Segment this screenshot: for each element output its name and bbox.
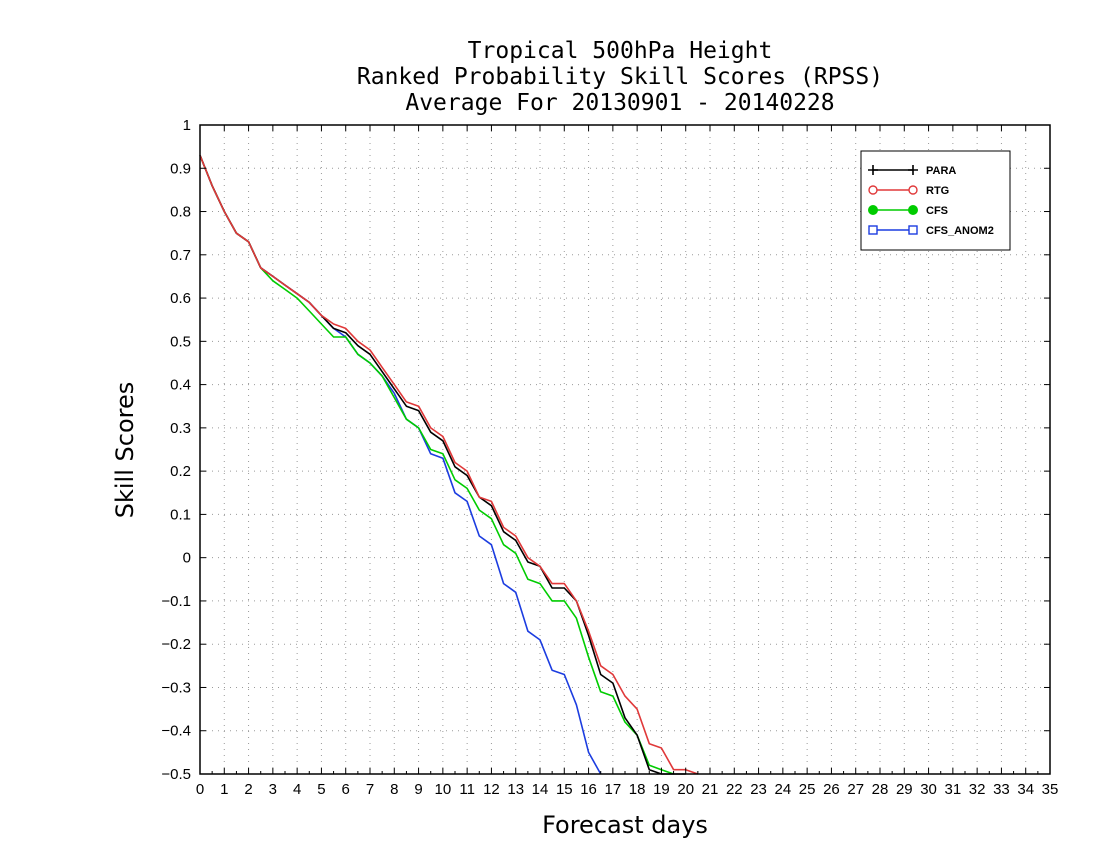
- x-axis-label: Forecast days: [542, 811, 708, 839]
- x-tick-label: 27: [847, 781, 864, 798]
- y-tick-label: 0.7: [170, 247, 191, 264]
- series-line-rtg: [199, 155, 699, 775]
- chart-title-line-2: Ranked Probability Skill Scores (RPSS): [357, 64, 883, 90]
- legend-marker-circle: [868, 185, 878, 195]
- legend-entry-rtg: RTG: [868, 185, 949, 197]
- x-tick-label: 30: [920, 781, 937, 798]
- y-tick-label: 0.1: [170, 506, 191, 523]
- x-tick-label: 25: [799, 781, 816, 798]
- legend-label-cfs-anom2: CFS_ANOM2: [926, 225, 994, 237]
- legend-items: PARA RTG CFS CFS_ANOM2: [868, 165, 994, 237]
- grid-lines: [200, 125, 1050, 774]
- legend-entry-cfs: CFS: [868, 205, 948, 217]
- legend: PARA RTG CFS CFS_ANOM2: [860, 150, 1011, 251]
- x-tick-label: 9: [414, 781, 422, 798]
- x-tick-label: 29: [896, 781, 913, 798]
- x-tick-label: 31: [945, 781, 962, 798]
- chart-title-line-1: Tropical 500hPa Height: [468, 38, 773, 64]
- x-tick-label: 18: [629, 781, 646, 798]
- y-tick-label: 0.2: [170, 463, 191, 480]
- x-tick-label: 10: [435, 781, 452, 798]
- x-tick-label: 7: [366, 781, 374, 798]
- series-line-para: [199, 155, 686, 775]
- x-tick-label: 24: [775, 781, 792, 798]
- x-tick-label: 19: [653, 781, 670, 798]
- x-tick-label: 11: [459, 781, 475, 798]
- x-tick-label: 14: [532, 781, 549, 798]
- legend-marker-filled-circle: [868, 205, 878, 215]
- legend-marker-plus: [868, 165, 878, 175]
- chart-title-line-3: Average For 20130901 - 20140228: [405, 90, 834, 116]
- x-tick-label: 1: [220, 781, 228, 798]
- x-tick-label: 4: [293, 781, 301, 798]
- y-axis-label: Skill Scores: [111, 382, 139, 519]
- y-tick-label: −0.3: [161, 679, 191, 696]
- legend-label-cfs: CFS: [926, 205, 948, 217]
- y-tick-label: −0.1: [161, 593, 191, 610]
- y-axis-ticks: −0.5 −0.4 −0.3 −0.2 −0.1 0 0.1 0.2 0.3 0.4 0.5 0.6 0…: [161, 117, 1050, 783]
- series-line-cfs: [199, 155, 674, 775]
- chart-title: Tropical 500hPa Height Ranked Probabilit…: [357, 38, 883, 116]
- x-tick-label: 8: [390, 781, 398, 798]
- x-tick-label: 6: [342, 781, 350, 798]
- x-tick-label: 16: [580, 781, 597, 798]
- legend-marker-circle: [908, 185, 918, 195]
- series-line-cfs-anom2: [199, 155, 602, 775]
- x-tick-label: 0: [196, 781, 204, 798]
- y-tick-label: −0.5: [161, 766, 191, 783]
- y-tick-label: 0.4: [170, 377, 191, 394]
- x-tick-label: 13: [507, 781, 524, 798]
- y-tick-label: 0.3: [170, 420, 191, 437]
- y-tick-label: 1: [183, 117, 191, 134]
- series-lines: [199, 155, 699, 775]
- y-tick-label: 0: [183, 550, 191, 567]
- x-axis-ticks: 0 1 2 3 4 5 6 7 8 9 10 11 12 13 14 15 16 17 18 19 20 21 22 23 24…: [196, 125, 1059, 798]
- legend-entry-para: PARA: [868, 165, 956, 177]
- x-tick-label: 33: [993, 781, 1010, 798]
- x-tick-label: 20: [677, 781, 694, 798]
- legend-marker-square: [868, 225, 878, 235]
- y-tick-label: −0.4: [161, 723, 191, 740]
- y-tick-label: 0.8: [170, 204, 191, 221]
- legend-box: [860, 150, 1011, 251]
- x-tick-label: 12: [483, 781, 500, 798]
- legend-label-para: PARA: [926, 165, 956, 177]
- x-tick-label: 21: [702, 781, 719, 798]
- x-tick-label: 32: [969, 781, 986, 798]
- legend-entry-cfs-anom2: CFS_ANOM2: [868, 225, 994, 237]
- x-tick-label: 2: [244, 781, 252, 798]
- x-tick-label: 26: [823, 781, 840, 798]
- x-tick-label: 5: [317, 781, 325, 798]
- x-tick-label: 35: [1042, 781, 1059, 798]
- legend-marker-square: [908, 225, 918, 235]
- y-tick-label: −0.2: [161, 636, 191, 653]
- x-tick-label: 28: [872, 781, 889, 798]
- x-tick-label: 22: [726, 781, 743, 798]
- x-tick-label: 34: [1017, 781, 1034, 798]
- legend-label-rtg: RTG: [926, 185, 949, 197]
- x-tick-label: 3: [269, 781, 277, 798]
- x-tick-label: 23: [750, 781, 767, 798]
- y-tick-label: 0.9: [170, 160, 191, 177]
- legend-marker-filled-circle: [908, 205, 918, 215]
- x-tick-label: 15: [556, 781, 573, 798]
- x-tick-label: 17: [605, 781, 622, 798]
- y-tick-label: 0.5: [170, 333, 191, 350]
- legend-marker-plus: [908, 165, 918, 175]
- y-tick-label: 0.6: [170, 290, 191, 307]
